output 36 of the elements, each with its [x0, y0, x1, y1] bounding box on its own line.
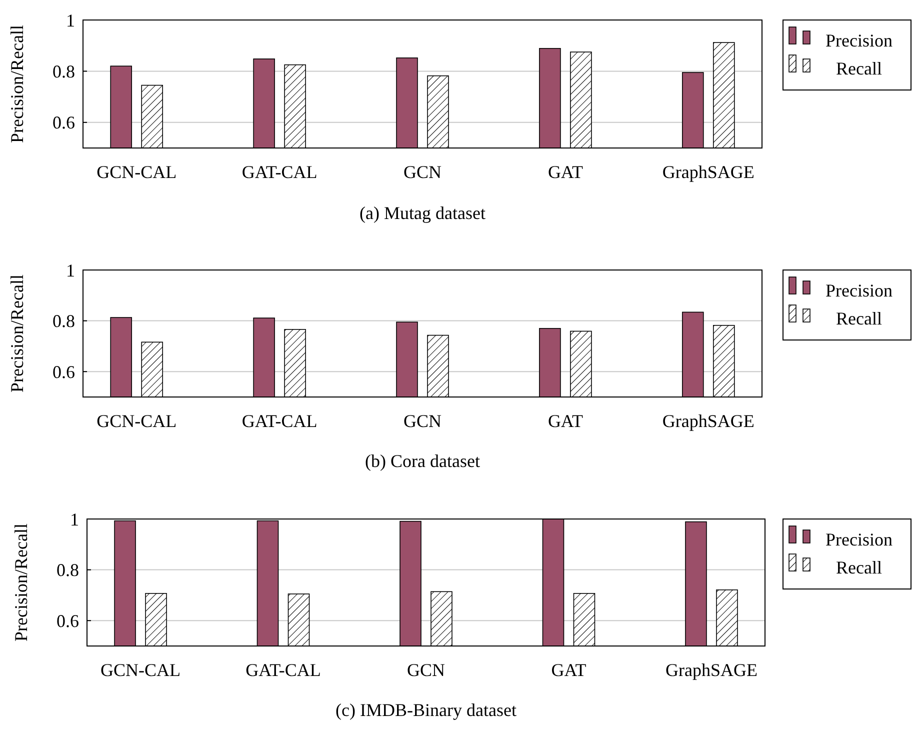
- legend-label: Recall: [836, 557, 882, 578]
- x-tick-label: GAT-CAL: [246, 660, 321, 680]
- x-tick-label: GraphSAGE: [662, 411, 754, 431]
- x-tick-label: GCN-CAL: [96, 411, 177, 431]
- y-axis-title: Precision/Recall: [7, 25, 27, 143]
- y-tick-label: 0.8: [56, 560, 79, 580]
- y-axis-title: Precision/Recall: [11, 524, 31, 642]
- legend-label: Recall: [836, 58, 882, 78]
- y-tick-label: 0.6: [52, 362, 75, 382]
- x-tick-label: GCN: [403, 162, 442, 182]
- y-tick-label: 1: [70, 509, 79, 530]
- text: (c) IMDB-Binary dataset: [336, 700, 516, 720]
- x-tick-label: GAT: [548, 162, 583, 182]
- legend-label: Recall: [836, 308, 882, 328]
- legend-label: Precision: [826, 529, 892, 550]
- x-tick-label: GCN-CAL: [96, 162, 177, 182]
- x-tick-label: GraphSAGE: [665, 660, 758, 680]
- x-tick-label: GAT: [551, 660, 586, 680]
- x-tick-label: GCN: [403, 411, 442, 431]
- x-tick-label: GCN: [406, 660, 446, 680]
- y-axis-title: Precision/Recall: [7, 274, 27, 392]
- text: (b) Cora dataset: [365, 451, 480, 471]
- x-tick-label: GAT: [548, 411, 583, 431]
- y-tick-label: 1: [66, 260, 75, 280]
- y-tick-label: 0.6: [52, 112, 75, 133]
- y-tick-label: 0.8: [52, 311, 75, 332]
- text: (a) Mutag dataset: [360, 203, 486, 223]
- legend-label: Precision: [826, 280, 892, 300]
- y-tick-label: 0.6: [56, 610, 79, 631]
- x-tick-label: GAT-CAL: [242, 411, 318, 431]
- y-tick-label: 0.8: [52, 62, 75, 82]
- legend-label: Precision: [826, 30, 892, 50]
- x-tick-label: GraphSAGE: [662, 162, 754, 182]
- x-tick-label: GCN-CAL: [100, 660, 181, 680]
- y-tick-label: 1: [66, 10, 75, 30]
- x-tick-label: GAT-CAL: [242, 162, 318, 182]
